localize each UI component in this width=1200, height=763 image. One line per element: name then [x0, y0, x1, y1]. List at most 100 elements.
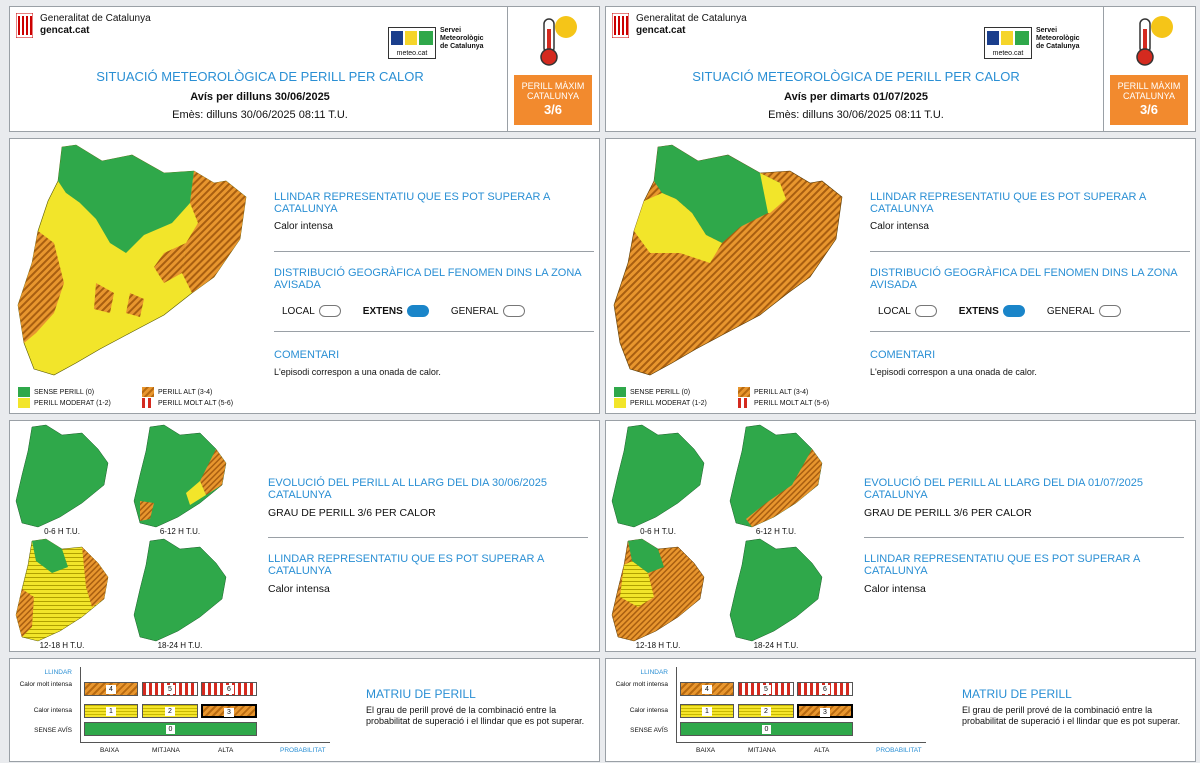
evolution-section: 0-6 H T.U. 6-12 H T.U. 12-18 H T.U. 18-2… — [605, 420, 1196, 652]
divider — [870, 331, 1190, 332]
divider — [268, 537, 588, 538]
matrix-cell-2: 2 — [738, 704, 794, 718]
matrix-cell-value: 0 — [761, 725, 772, 734]
perill-maxim-area: PERILL MÀXIM CATALUNYA 3/6 — [1103, 7, 1195, 131]
distribucio-block: DISTRIBUCIÓ GEOGRÀFICA DEL FENOMEN DINS … — [274, 267, 594, 291]
generalitat-logo[interactable]: Generalitat de Catalunya gencat.cat — [16, 13, 151, 38]
matrix-cell-value: 3 — [224, 708, 234, 717]
perill-level: 3/6 — [1139, 102, 1159, 117]
local-toggle[interactable] — [914, 305, 937, 317]
catalonia-map[interactable] — [610, 143, 850, 379]
map-12-18[interactable] — [12, 537, 112, 643]
meteo-line2: Meteorològic — [440, 35, 484, 42]
meteocat-icon: meteo.cat — [388, 27, 436, 59]
map-6-12[interactable] — [130, 423, 230, 529]
local-toggle[interactable] — [318, 305, 341, 317]
meteo-line3: de Catalunya — [1036, 43, 1080, 50]
matrix-row-sense: SENSE AVÍS — [34, 727, 72, 734]
map-12-18[interactable] — [608, 537, 708, 643]
matrix-cell-6: 6 — [201, 682, 257, 696]
general-toggle[interactable] — [1098, 305, 1121, 317]
evolucio-block: EVOLUCIÓ DEL PERILL AL LLARG DEL DIA 01/… — [864, 477, 1184, 519]
map-legend: SENSE PERILL (0) PERILL MODERAT (1-2) PE… — [614, 387, 864, 411]
perill-maxim-badge: PERILL MÀXIM CATALUNYA 3/6 — [514, 75, 592, 125]
legend-moderat: PERILL MODERAT (1-2) — [18, 398, 111, 408]
matrix-col-baixa: BAIXA — [696, 747, 716, 754]
map-18-24[interactable] — [726, 537, 826, 643]
divider — [274, 331, 594, 332]
matrix-cell-value: 3 — [820, 708, 830, 717]
general-toggle[interactable] — [502, 305, 525, 317]
legend-molt-alt-label: PERILL MOLT ALT (5-6) — [158, 399, 234, 407]
dist-local-label: LOCAL — [878, 305, 911, 317]
matrix-col-mitjana: MITJANA — [152, 747, 180, 754]
matrix-cell-0: 0 — [680, 722, 853, 736]
period-label-6-12: 6-12 H T.U. — [755, 527, 797, 536]
legend-molt-alt: PERILL MOLT ALT (5-6) — [738, 398, 829, 408]
matrix-col-mitjana: MITJANA — [748, 747, 776, 754]
matrix-cell-2: 2 — [142, 704, 198, 718]
catalonia-map[interactable] — [14, 143, 254, 379]
llindar-heading: LLINDAR REPRESENTATIU QUE ES POT SUPERAR… — [870, 191, 1146, 215]
period-label-0-6: 0-6 H T.U. — [44, 527, 80, 536]
matrix-row-intensa: Calor intensa — [33, 707, 72, 714]
meteocat-logo[interactable]: meteo.cat Servei Meteorològic de Catalun… — [388, 27, 484, 59]
perill-maxim-badge: PERILL MÀXIM CATALUNYA 3/6 — [1110, 75, 1188, 125]
period-label-18-24: 18-24 H T.U. — [157, 641, 203, 650]
matrix-llindar-label: LLINDAR — [640, 669, 668, 676]
matrix-cell-1: 1 — [680, 704, 734, 718]
gencat-url: gencat.cat — [636, 25, 686, 36]
meteocat-logo[interactable]: meteo.cat Servei Meteorològic de Catalun… — [984, 27, 1080, 59]
dist-local-label: LOCAL — [282, 305, 315, 317]
map-0-6[interactable] — [12, 423, 112, 529]
grau-perill: GRAU DE PERILL 3/6 PER CALOR — [268, 507, 436, 519]
map-0-6[interactable] — [608, 423, 708, 529]
legend-alt-label: PERILL ALT (3-4) — [754, 388, 809, 396]
generalitat-name: Generalitat de Catalunya — [40, 13, 151, 24]
llindar-block: LLINDAR REPRESENTATIU QUE ES POT SUPERAR… — [274, 191, 594, 232]
matrix-cell-value: 5 — [761, 685, 771, 694]
legend-molt-alt-label: PERILL MOLT ALT (5-6) — [754, 399, 830, 407]
legend-molt-alt: PERILL MOLT ALT (5-6) — [142, 398, 233, 408]
matrix-cell-3-selected: 3 — [797, 704, 853, 718]
extens-toggle[interactable] — [406, 305, 429, 317]
divider — [864, 537, 1184, 538]
matrix-cell-value: 2 — [761, 707, 771, 716]
llindar-block-2: LLINDAR REPRESENTATIU QUE ES POT SUPERAR… — [268, 553, 588, 595]
matrix-probabilitat-label: PROBABILITAT — [280, 747, 326, 754]
generalitat-name: Generalitat de Catalunya — [636, 13, 747, 24]
matrix-title: MATRIU DE PERILL — [366, 687, 476, 701]
legend-moderat-label: PERILL MODERAT (1-2) — [34, 399, 111, 407]
period-label-6-12: 6-12 H T.U. — [159, 527, 201, 536]
comentari-block: COMENTARI L'episodi correspon a una onad… — [274, 349, 594, 377]
distribucio-toggles: LOCAL EXTENS GENERAL — [282, 305, 547, 317]
map-6-12[interactable] — [726, 423, 826, 529]
matrix-col-baixa: BAIXA — [100, 747, 120, 754]
meteo-line1: Servei — [440, 27, 462, 34]
evolucio-heading: EVOLUCIÓ DEL PERILL AL LLARG DEL DIA 01/… — [864, 477, 1144, 501]
legend-alt: PERILL ALT (3-4) — [738, 387, 808, 397]
matrix-xaxis — [676, 742, 926, 743]
matrix-xaxis — [80, 742, 330, 743]
matrix-title: MATRIU DE PERILL — [962, 687, 1072, 701]
perill-label1: PERILL MÀXIM — [521, 81, 585, 91]
evolucio-block: EVOLUCIÓ DEL PERILL AL LLARG DEL DIA 30/… — [268, 477, 588, 519]
matrix-cell-3-selected: 3 — [201, 704, 257, 718]
legend-alt: PERILL ALT (3-4) — [142, 387, 212, 397]
matrix-row-molt: Calor molt intensa — [19, 681, 72, 688]
divider — [274, 251, 594, 252]
extens-toggle[interactable] — [1002, 305, 1025, 317]
dist-general-label: GENERAL — [1046, 305, 1095, 317]
perill-level: 3/6 — [543, 102, 563, 117]
senyera-icon — [16, 13, 33, 38]
generalitat-logo[interactable]: Generalitat de Catalunya gencat.cat — [612, 13, 747, 38]
meteocat-caption: meteo.cat — [396, 50, 428, 57]
matrix-cell-value: 5 — [165, 685, 175, 694]
perill-maxim-area: PERILL MÀXIM CATALUNYA 3/6 — [507, 7, 599, 131]
dist-extens-label: EXTENS — [362, 305, 403, 317]
map-18-24[interactable] — [130, 537, 230, 643]
map-legend: SENSE PERILL (0) PERILL MODERAT (1-2) PE… — [18, 387, 268, 411]
matrix-row-sense: SENSE AVÍS — [630, 727, 668, 734]
dist-extens-label: EXTENS — [958, 305, 999, 317]
gencat-url: gencat.cat — [40, 25, 90, 36]
